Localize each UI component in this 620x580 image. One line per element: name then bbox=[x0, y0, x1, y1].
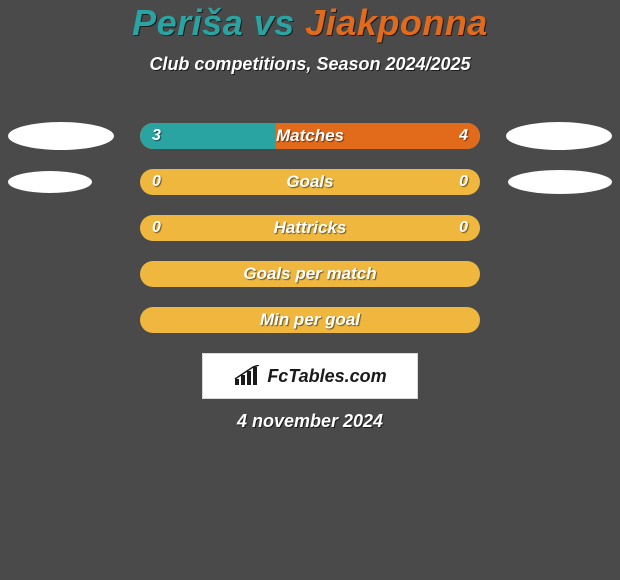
stat-label: Min per goal bbox=[260, 310, 360, 330]
stat-label: Hattricks bbox=[274, 218, 347, 238]
player2-badge bbox=[506, 122, 612, 150]
stat-value-right: 0 bbox=[459, 219, 468, 237]
player1-badge bbox=[8, 171, 92, 193]
stat-value-left: 0 bbox=[152, 219, 161, 237]
stat-label: Goals bbox=[286, 172, 333, 192]
stat-row: Min per goal bbox=[0, 297, 620, 343]
stat-bar: 0 0 Hattricks bbox=[140, 215, 480, 241]
stat-bar: 0 0 Goals bbox=[140, 169, 480, 195]
player1-badge bbox=[8, 122, 114, 150]
stat-row: Goals per match bbox=[0, 251, 620, 297]
stat-bar: 3 4 Matches bbox=[140, 123, 480, 149]
subtitle: Club competitions, Season 2024/2025 bbox=[0, 54, 620, 75]
stat-label: Matches bbox=[276, 126, 344, 146]
brand-box: FcTables.com bbox=[202, 353, 418, 399]
stat-label: Goals per match bbox=[243, 264, 376, 284]
player2-name: Jiakponna bbox=[305, 2, 488, 43]
brand-bars-icon bbox=[233, 365, 263, 387]
headline: Periša vs Jiakponna bbox=[0, 2, 620, 44]
player1-name: Periša bbox=[132, 2, 243, 43]
comparison-infographic: Periša vs Jiakponna Club competitions, S… bbox=[0, 0, 620, 432]
stat-bar: Goals per match bbox=[140, 261, 480, 287]
stat-value-right: 4 bbox=[459, 127, 468, 145]
brand-text: FcTables.com bbox=[267, 366, 386, 387]
stat-value-right: 0 bbox=[459, 173, 468, 191]
date-text: 4 november 2024 bbox=[0, 411, 620, 432]
stat-value-left: 3 bbox=[152, 127, 161, 145]
stat-rows: 3 4 Matches 0 0 Goals 0 0 Hattricks Goals per mat… bbox=[0, 113, 620, 343]
vs-separator: vs bbox=[243, 2, 305, 43]
stat-value-left: 0 bbox=[152, 173, 161, 191]
stat-row: 3 4 Matches bbox=[0, 113, 620, 159]
stat-row: 0 0 Hattricks bbox=[0, 205, 620, 251]
stat-bar: Min per goal bbox=[140, 307, 480, 333]
stat-row: 0 0 Goals bbox=[0, 159, 620, 205]
player2-badge bbox=[508, 170, 612, 194]
